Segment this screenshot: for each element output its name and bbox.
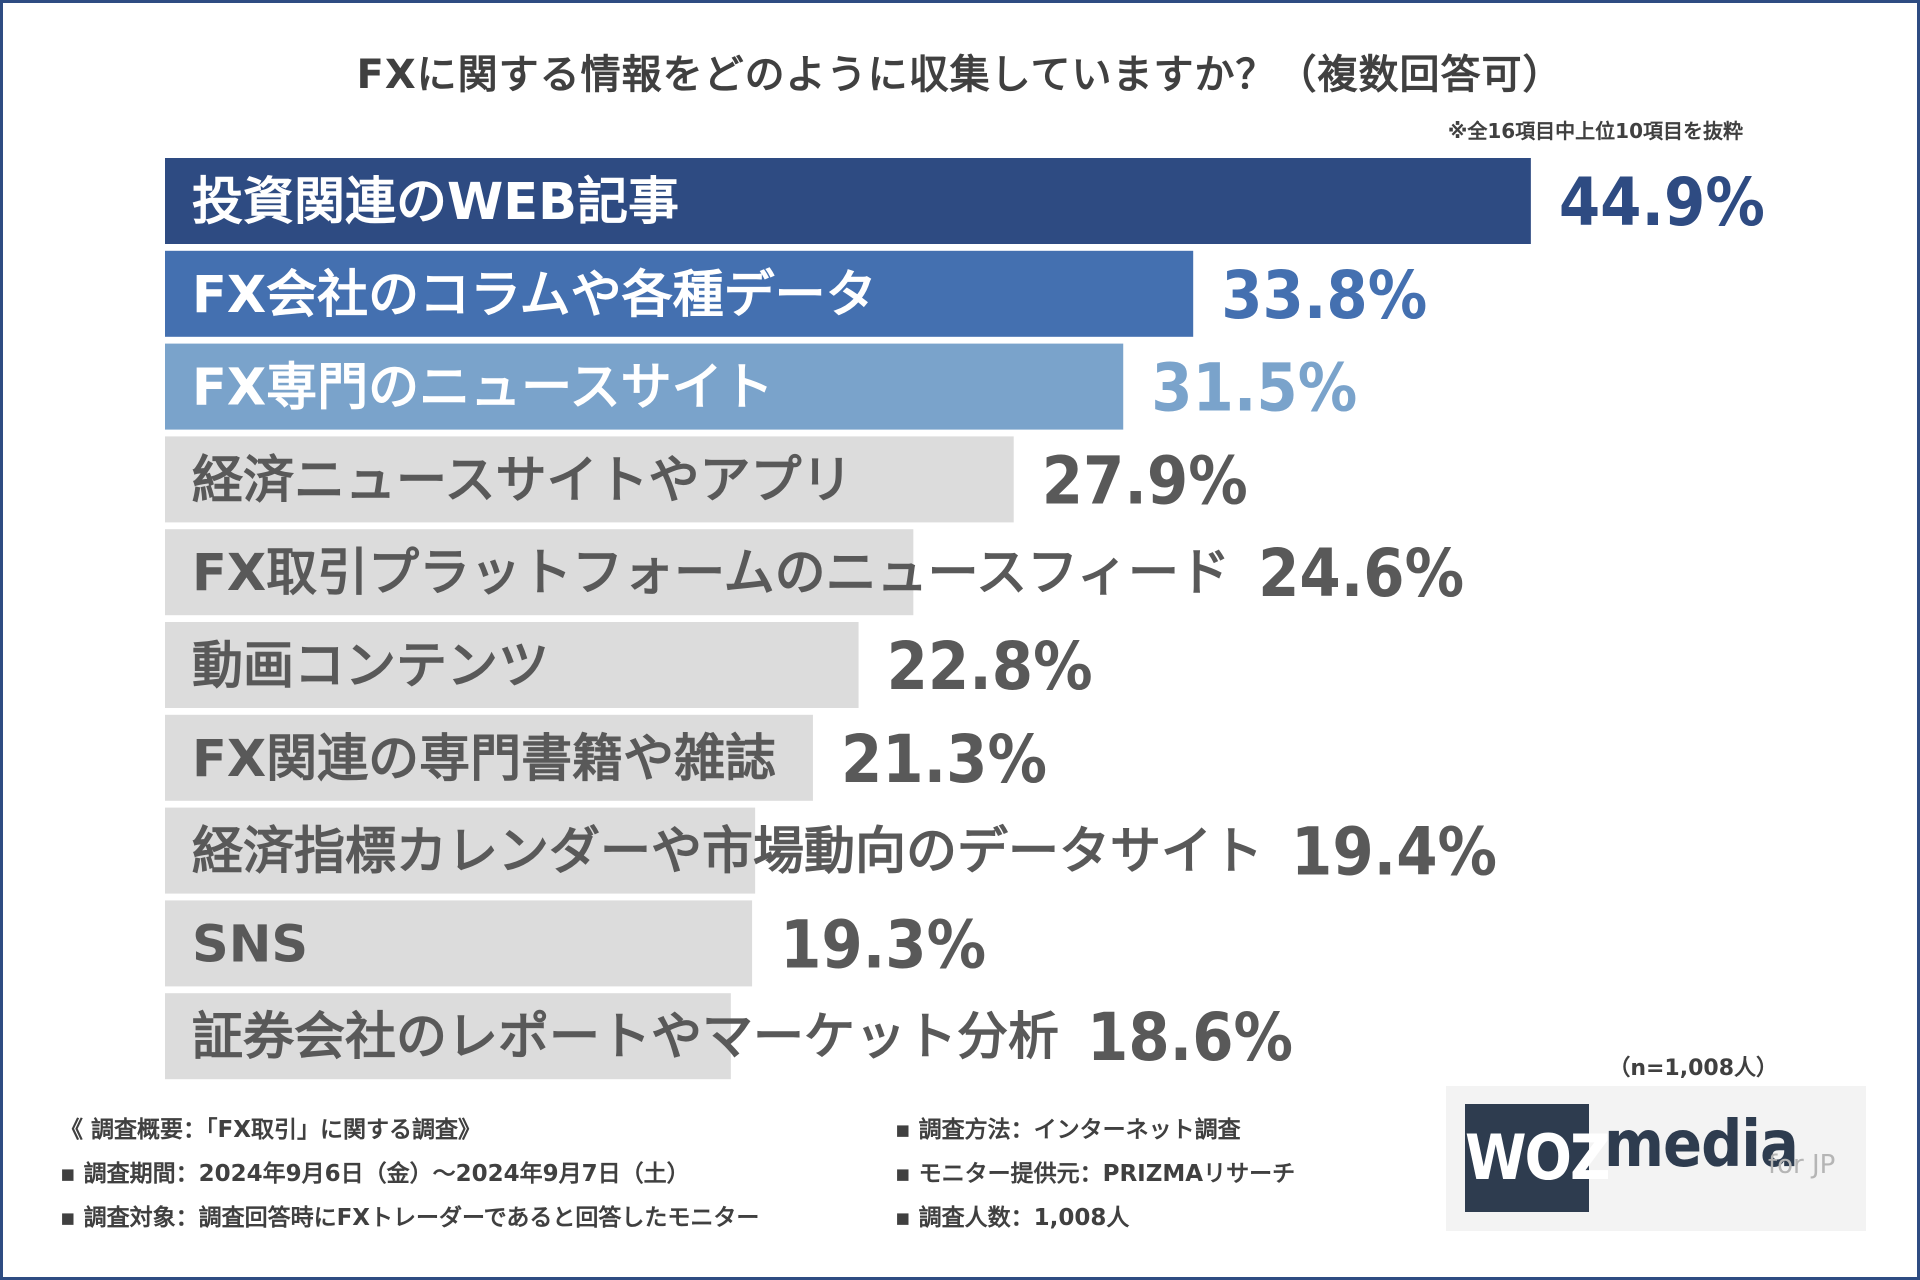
survey-count: ▪ 調査人数：1,008人 <box>895 1205 1130 1231</box>
survey-period: ▪ 調査期間：2024年9月6日（金）〜2024年9月7日（土） <box>60 1161 690 1187</box>
value-label-9: 19.3% <box>780 906 986 983</box>
bar-label-9: SNS <box>192 915 308 974</box>
bar-label-5: FX取引プラットフォームのニュースフィード <box>192 544 1230 603</box>
survey-provider: ▪ モニター提供元：PRIZMAリサーチ <box>895 1161 1296 1187</box>
sample-size: （n=1,008人） <box>1608 1056 1778 1081</box>
logo-for-jp-text: for JP <box>1768 1150 1836 1180</box>
bar-5 <box>165 529 914 616</box>
logo-woz-box: WOZ <box>1465 1104 1610 1212</box>
bar-label-8: 経済指標カレンダーや市場動向のデータサイト <box>192 823 1263 882</box>
bar-2 <box>165 250 1194 337</box>
survey-overview-heading: 《 調査概要：「FX取引」に関する調査》 <box>60 1117 481 1143</box>
bar-9 <box>165 900 753 987</box>
survey-overview: 《 調査概要：「FX取引」に関する調査》 ▪ 調査期間：2024年9月6日（金）… <box>60 1108 759 1240</box>
bar-4 <box>165 436 1014 523</box>
value-label-7: 21.3% <box>841 721 1047 798</box>
bar-label-6: 動画コンテンツ <box>192 637 549 696</box>
bar-label-3: FX専門のニュースサイト <box>192 359 774 418</box>
bar-3 <box>165 343 1124 430</box>
value-label-1: 44.9% <box>1559 164 1765 241</box>
bar-label-10: 証券会社のレポートやマーケット分析 <box>192 1008 1059 1067</box>
survey-method: ▪ 調査方法：インターネット調査 <box>895 1117 1241 1143</box>
bar-8 <box>165 807 756 894</box>
bar-label-7: FX関連の専門書籍や雑誌 <box>192 730 776 789</box>
value-label-4: 27.9% <box>1042 442 1248 519</box>
logo-media-text: media <box>1604 1108 1799 1182</box>
value-label-2: 33.8% <box>1221 257 1427 334</box>
survey-details: ▪ 調査方法：インターネット調査 ▪ モニター提供元：PRIZMAリサーチ ▪ … <box>895 1108 1295 1240</box>
bar-10 <box>165 993 731 1080</box>
bar-1 <box>165 158 1531 244</box>
bar-label-1: 投資関連のWEB記事 <box>192 173 679 232</box>
value-label-8: 19.4% <box>1291 814 1497 891</box>
bar-6 <box>165 622 859 708</box>
bar-label-4: 経済ニュースサイトやアプリ <box>192 451 852 510</box>
value-label-3: 31.5% <box>1151 350 1357 427</box>
bar-label-2: FX会社のコラムや各種データ <box>192 266 877 325</box>
survey-target: ▪ 調査対象：調査回答時にFXトレーダーであると回答したモニター <box>60 1205 760 1231</box>
chart-title: FXに関する情報をどのように収集していますか？（複数回答可） <box>356 52 1564 98</box>
value-label-5: 24.6% <box>1258 535 1464 612</box>
chart-note: ※全16項目中上位10項目を抜粋 <box>1447 119 1743 143</box>
value-label-10: 18.6% <box>1087 999 1293 1076</box>
woz-media-logo: WOZ media for JP <box>1446 1086 1866 1231</box>
value-label-6: 22.8% <box>887 628 1093 705</box>
bar-7 <box>165 714 813 801</box>
